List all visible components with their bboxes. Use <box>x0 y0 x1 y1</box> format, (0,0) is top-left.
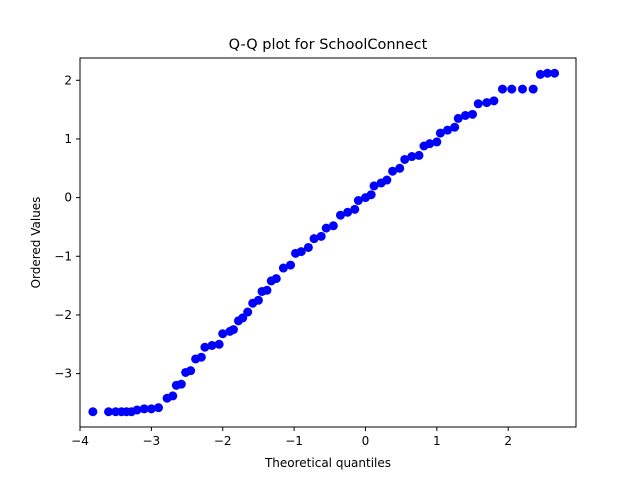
y-tick-label: −3 <box>54 367 72 381</box>
data-point <box>542 68 552 78</box>
data-point <box>497 84 507 94</box>
data-point <box>535 69 545 79</box>
data-point <box>450 122 460 132</box>
data-point <box>243 307 253 317</box>
y-tick-label: −2 <box>54 308 72 322</box>
y-tick-label: 1 <box>64 132 72 146</box>
data-point <box>253 295 263 305</box>
x-axis-ticks: −4 −3 −2 −1 0 1 2 <box>71 427 512 448</box>
data-point <box>88 407 98 417</box>
data-point <box>139 404 149 414</box>
data-point <box>168 391 178 401</box>
data-point <box>278 263 288 273</box>
data-point <box>388 166 398 176</box>
data-point <box>335 210 345 220</box>
points-layer <box>88 68 560 417</box>
data-point <box>132 405 142 415</box>
plot-frame <box>79 57 577 428</box>
data-point <box>104 407 114 417</box>
data-point <box>414 150 424 160</box>
x-tick-label: −4 <box>71 434 89 448</box>
data-point <box>425 139 435 149</box>
chart-title: Q-Q plot for SchoolConnect <box>229 37 428 53</box>
data-point <box>207 340 217 350</box>
data-point <box>214 339 224 349</box>
data-point <box>453 113 463 123</box>
data-point <box>528 84 538 94</box>
data-point <box>489 96 499 106</box>
data-point <box>517 84 527 94</box>
data-point <box>369 181 379 191</box>
data-point <box>395 163 405 173</box>
data-point <box>286 260 296 270</box>
data-point <box>507 84 517 94</box>
data-point <box>303 242 313 252</box>
data-point <box>146 404 156 414</box>
x-tick-label: −3 <box>143 434 161 448</box>
data-point <box>186 366 196 376</box>
data-point <box>482 98 492 108</box>
x-tick-label: 1 <box>433 434 441 448</box>
data-point <box>218 329 228 339</box>
data-point <box>328 221 338 231</box>
y-axis-label: Ordered Values <box>29 197 43 289</box>
y-tick-label: 2 <box>64 73 72 87</box>
x-tick-label: −2 <box>214 434 232 448</box>
data-point <box>196 352 206 362</box>
data-point <box>228 325 238 335</box>
data-point <box>550 68 560 78</box>
data-point <box>309 234 319 244</box>
x-axis-label: Theoretical quantiles <box>264 456 391 470</box>
data-point <box>473 99 483 109</box>
data-point <box>316 231 326 241</box>
data-point <box>321 223 331 233</box>
data-point <box>262 285 272 295</box>
data-point <box>296 247 306 257</box>
data-point <box>350 204 360 214</box>
y-axis-ticks: −3 −2 −1 0 1 2 <box>54 73 80 381</box>
data-point <box>382 175 392 185</box>
data-point <box>435 128 445 138</box>
x-tick-label: 2 <box>504 434 512 448</box>
data-point <box>407 152 417 162</box>
x-tick-label: −1 <box>285 434 303 448</box>
data-point <box>468 109 478 119</box>
data-point <box>238 313 248 323</box>
data-point <box>271 274 281 284</box>
data-point <box>176 379 186 389</box>
x-tick-label: 0 <box>362 434 370 448</box>
y-tick-label: −1 <box>54 249 72 263</box>
data-point <box>200 342 210 352</box>
data-point <box>343 207 353 217</box>
data-point <box>353 196 363 206</box>
data-point <box>443 125 453 135</box>
data-point <box>400 154 410 164</box>
data-point <box>460 110 470 120</box>
y-tick-label: 0 <box>64 191 72 205</box>
data-point <box>432 137 442 147</box>
data-point <box>366 190 376 200</box>
data-point <box>154 403 164 413</box>
